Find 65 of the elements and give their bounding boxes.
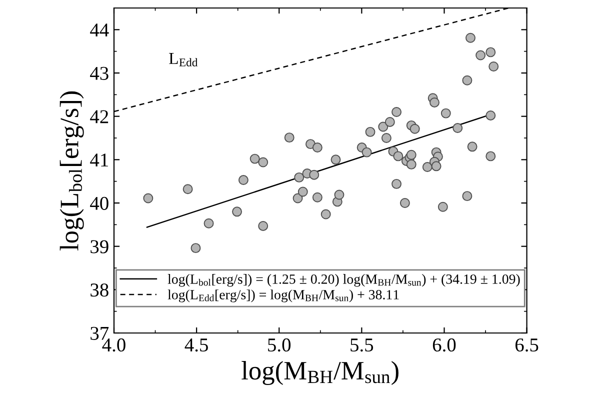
point (294, 172, 304, 182)
point (467, 142, 478, 152)
point (486, 47, 496, 58)
point (312, 142, 322, 153)
point (452, 123, 463, 134)
point (284, 132, 294, 143)
x-tick-label: 5.5 (350, 338, 374, 352)
point (312, 192, 322, 202)
legend-label: log(L$_{bol}$[erg/s]) = (1.25 ± 0.20) log(M$_{BH}$/M$_{sun}$) + (34.19 ± 1.09) (168, 274, 520, 287)
y-tick-label: 44 (90, 24, 109, 36)
point (438, 202, 448, 212)
point (422, 162, 432, 172)
point (204, 218, 214, 228)
point (182, 184, 193, 194)
x-tick-label: 4.5 (184, 338, 208, 352)
point (476, 50, 486, 60)
x-axis-title: log(M$_{BH}$/M$_{sun}$) (242, 361, 398, 386)
y-tick-label: 42 (90, 110, 108, 124)
point (298, 186, 308, 197)
x-tick-label: 4.0 (102, 338, 126, 352)
point (365, 126, 376, 137)
point (406, 159, 416, 170)
x-tick-label: 5.0 (268, 338, 291, 352)
point (362, 147, 372, 158)
point (292, 193, 303, 204)
point (462, 75, 472, 86)
point (309, 170, 320, 180)
point (378, 122, 388, 132)
point (392, 178, 402, 189)
y-tick-label: 40 (90, 196, 108, 210)
y-tick-label: 38 (90, 283, 108, 297)
point (250, 154, 260, 164)
point (384, 116, 395, 127)
y-tick-label: 43 (90, 66, 108, 80)
point (400, 198, 410, 208)
point (190, 243, 201, 254)
point (393, 151, 404, 162)
point (320, 209, 331, 220)
point (392, 107, 402, 117)
point (258, 157, 268, 168)
point (466, 32, 476, 43)
annotation: L$_{Edd}$ (169, 53, 198, 66)
point (330, 154, 341, 165)
point (258, 220, 268, 231)
point (334, 190, 344, 200)
point (238, 175, 248, 186)
point (410, 124, 420, 134)
point (462, 191, 472, 202)
y-tick-label: 41 (90, 154, 108, 166)
point (431, 161, 442, 172)
point (381, 133, 392, 143)
point (430, 97, 440, 108)
point (486, 110, 496, 120)
y-axis-title: log(L$_{bol}$[erg/s]) (60, 91, 84, 250)
point (406, 150, 416, 160)
point (232, 206, 242, 217)
point (440, 108, 451, 118)
y-tick-label: 37 (90, 326, 109, 340)
point (486, 151, 496, 162)
point (143, 193, 154, 204)
point (488, 62, 499, 72)
x-tick-label: 6.0 (432, 338, 456, 352)
y-tick-label: 39 (90, 240, 108, 254)
x-tick-label: 6.5 (515, 338, 538, 352)
legend-label: log(L$_{Edd}$[erg/s]) = log(M$_{BH}$/M$_{sun}$) + 38.11 (168, 290, 399, 302)
